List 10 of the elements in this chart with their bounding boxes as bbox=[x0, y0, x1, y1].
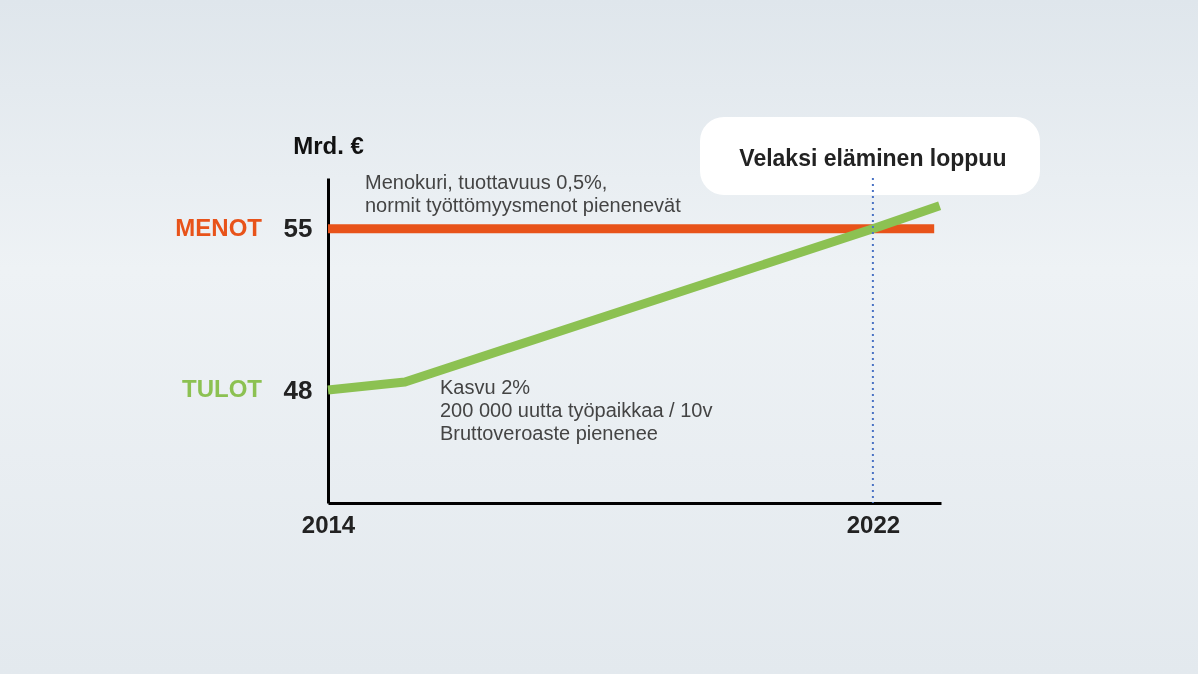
text: MENOT bbox=[175, 213, 263, 241]
text: TULOT bbox=[182, 375, 263, 403]
x-tick-label: 2014 bbox=[301, 510, 356, 538]
annotation: Kasvu 2% 200 000 uutta työpaikkaa / 10v Bruttoveroaste pienenee bbox=[440, 376, 713, 444]
annotation: Velaksi eläminen loppuu bbox=[739, 144, 1007, 171]
y-tick-label: 55 bbox=[283, 213, 313, 244]
x-tick-label: 2022 bbox=[846, 510, 901, 538]
y-tick-label: 48 bbox=[283, 374, 313, 405]
y-axis-title: Mrd. € bbox=[293, 131, 364, 159]
annotation: Menokuri, tuottavuus 0,5%, normit työttömyysmenot pienenevät bbox=[365, 171, 682, 216]
